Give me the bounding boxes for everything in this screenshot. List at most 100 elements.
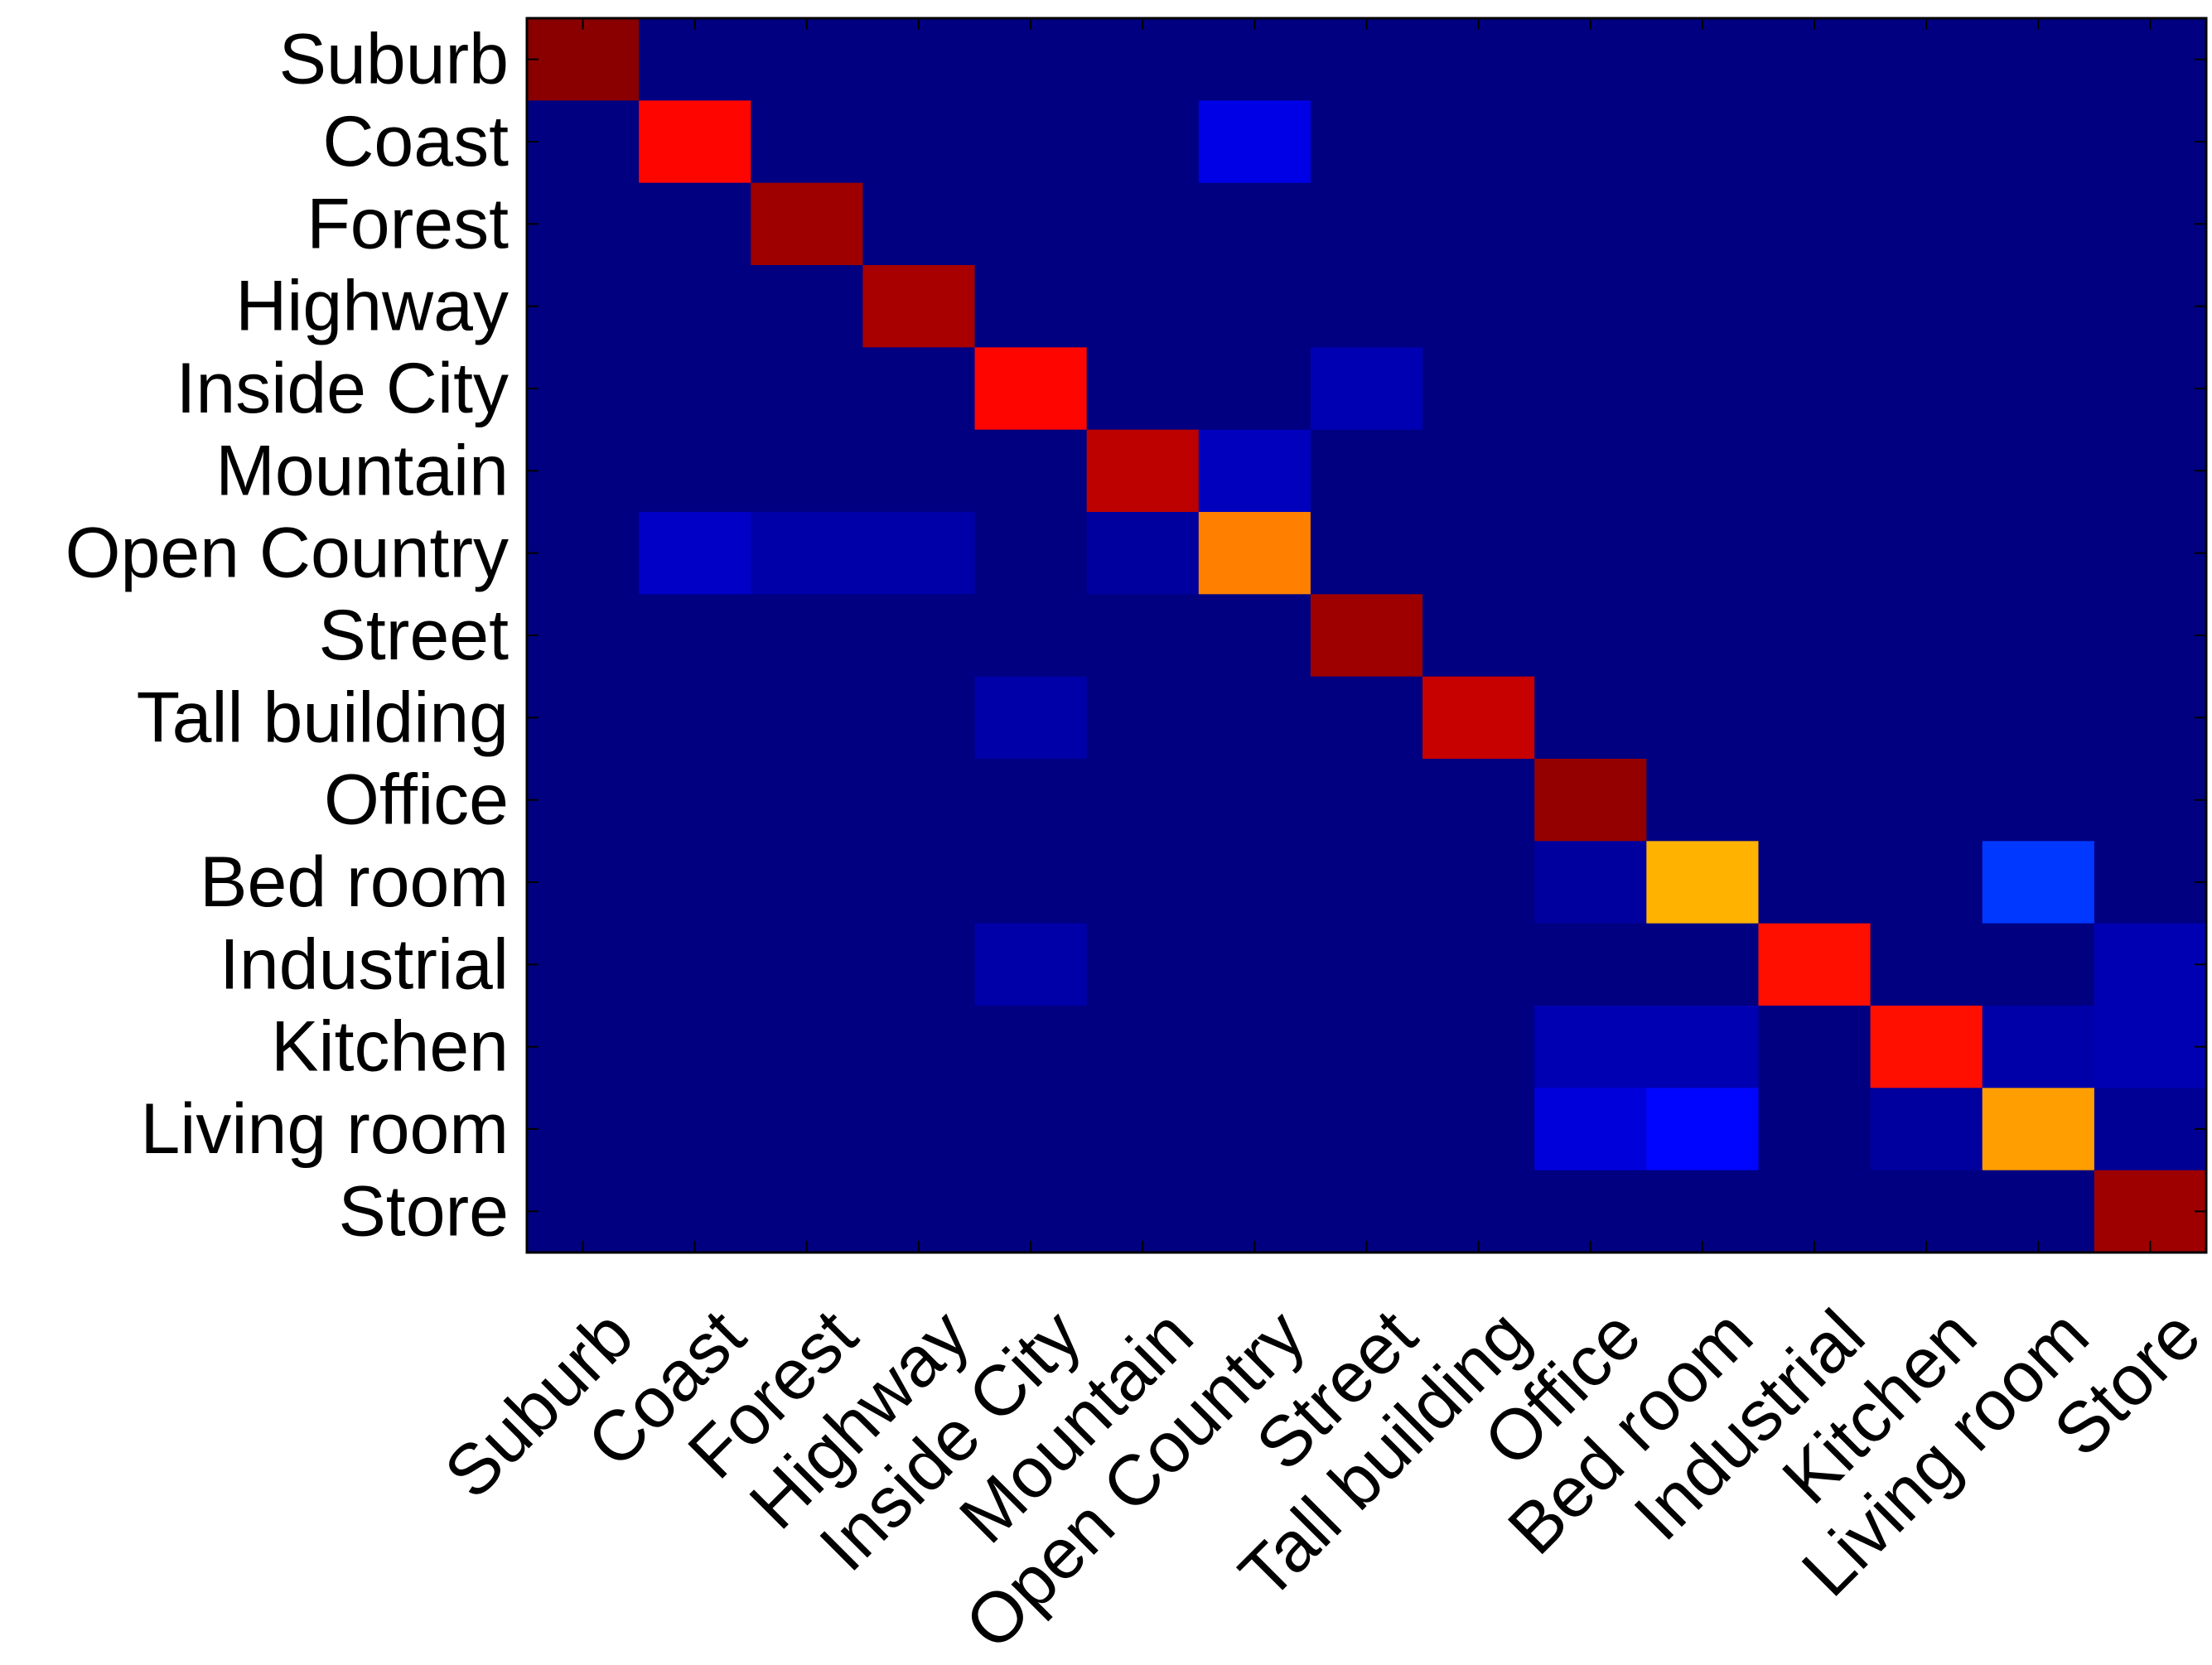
cell-forest-tall-building xyxy=(1422,182,1535,266)
cell-highway-mountain xyxy=(1086,265,1200,348)
cell-forest-highway xyxy=(862,182,976,266)
cell-kitchen-inside-city xyxy=(974,1006,1088,1088)
cell-store-open-country xyxy=(1198,1170,1311,1253)
cell-inside-city-forest xyxy=(751,347,863,431)
cell-street-living-room xyxy=(1982,594,2095,678)
cell-highway-street xyxy=(1310,265,1423,348)
cell-store-street xyxy=(1310,1170,1423,1253)
cell-store-highway xyxy=(862,1170,976,1253)
cell-kitchen-forest xyxy=(751,1006,863,1088)
cell-mountain-street xyxy=(1310,429,1423,513)
cell-store-bed-room xyxy=(1646,1170,1760,1253)
cell-street-bed-room xyxy=(1646,594,1760,678)
cell-highway-forest xyxy=(751,265,863,348)
y-tick-label-tall-building: Tall building xyxy=(137,678,509,757)
cell-living-room-bed-room xyxy=(1646,1088,1760,1171)
cell-street-suburb xyxy=(527,594,640,678)
y-tick-label-highway: Highway xyxy=(235,267,509,346)
cell-street-kitchen xyxy=(1870,594,1983,678)
cell-open-country-bed-room xyxy=(1646,512,1760,595)
cell-inside-city-coast xyxy=(639,347,751,431)
cell-forest-living-room xyxy=(1982,182,2095,266)
cell-industrial-store xyxy=(2094,923,2207,1006)
cell-living-room-forest xyxy=(751,1088,863,1171)
cell-tall-building-tall-building xyxy=(1422,676,1535,760)
cell-living-room-street xyxy=(1310,1088,1423,1171)
cell-industrial-office xyxy=(1534,923,1647,1006)
cell-mountain-industrial xyxy=(1758,429,1872,513)
cell-store-forest xyxy=(751,1170,863,1253)
cell-kitchen-coast xyxy=(639,1006,751,1088)
cell-forest-office xyxy=(1534,182,1647,266)
cell-store-living-room xyxy=(1982,1170,2095,1253)
cell-open-country-forest xyxy=(751,512,863,595)
cell-store-inside-city xyxy=(974,1170,1088,1253)
cell-suburb-living-room xyxy=(1982,18,2095,101)
cell-bed-room-tall-building xyxy=(1422,841,1535,924)
cell-street-tall-building xyxy=(1422,594,1535,678)
cell-forest-store xyxy=(2094,182,2207,266)
y-tick-label-open-country: Open Country xyxy=(65,514,509,593)
cell-inside-city-store xyxy=(2094,347,2207,431)
cell-bed-room-street xyxy=(1310,841,1423,924)
cell-highway-office xyxy=(1534,265,1647,348)
cell-inside-city-bed-room xyxy=(1646,347,1760,431)
cell-industrial-kitchen xyxy=(1870,923,1983,1006)
cell-inside-city-open-country xyxy=(1198,347,1311,431)
cell-store-tall-building xyxy=(1422,1170,1535,1253)
cell-bed-room-industrial xyxy=(1758,841,1872,924)
cell-suburb-open-country xyxy=(1198,18,1311,101)
cell-highway-suburb xyxy=(527,265,640,348)
cell-suburb-inside-city xyxy=(974,18,1088,101)
cell-tall-building-open-country xyxy=(1198,676,1311,760)
heatmap-cells xyxy=(527,18,2207,1253)
cell-highway-store xyxy=(2094,265,2207,348)
y-tick-label-industrial: Industrial xyxy=(220,924,509,1004)
cell-office-kitchen xyxy=(1870,759,1983,842)
cell-open-country-inside-city xyxy=(974,512,1088,595)
cell-suburb-suburb xyxy=(527,18,640,101)
cell-living-room-open-country xyxy=(1198,1088,1311,1171)
cell-inside-city-street xyxy=(1310,347,1423,431)
cell-open-country-kitchen xyxy=(1870,512,1983,595)
cell-coast-office xyxy=(1534,100,1647,184)
cell-highway-bed-room xyxy=(1646,265,1760,348)
cell-kitchen-tall-building xyxy=(1422,1006,1535,1088)
cell-tall-building-store xyxy=(2094,676,2207,760)
cell-suburb-tall-building xyxy=(1422,18,1535,101)
cell-open-country-store xyxy=(2094,512,2207,595)
cell-kitchen-kitchen xyxy=(1870,1006,1983,1088)
y-tick-label-bed-room: Bed room xyxy=(200,842,509,922)
cell-inside-city-living-room xyxy=(1982,347,2095,431)
cell-open-country-mountain xyxy=(1086,512,1200,595)
cell-open-country-industrial xyxy=(1758,512,1872,595)
cell-living-room-inside-city xyxy=(974,1088,1088,1171)
cell-bed-room-office xyxy=(1534,841,1647,924)
cell-inside-city-inside-city xyxy=(974,347,1088,431)
cell-inside-city-mountain xyxy=(1086,347,1200,431)
cell-mountain-bed-room xyxy=(1646,429,1760,513)
cell-kitchen-street xyxy=(1310,1006,1423,1088)
cell-inside-city-highway xyxy=(862,347,976,431)
cell-coast-tall-building xyxy=(1422,100,1535,184)
cell-kitchen-bed-room xyxy=(1646,1006,1760,1088)
cell-store-coast xyxy=(639,1170,751,1253)
cell-street-mountain xyxy=(1086,594,1200,678)
cell-open-country-living-room xyxy=(1982,512,2095,595)
cell-office-tall-building xyxy=(1422,759,1535,842)
cell-store-kitchen xyxy=(1870,1170,1983,1253)
cell-coast-industrial xyxy=(1758,100,1872,184)
cell-bed-room-mountain xyxy=(1086,841,1200,924)
cell-forest-open-country xyxy=(1198,182,1311,266)
cell-highway-inside-city xyxy=(974,265,1088,348)
cell-tall-building-forest xyxy=(751,676,863,760)
cell-coast-suburb xyxy=(527,100,640,184)
cell-open-country-open-country xyxy=(1198,512,1311,595)
cell-street-industrial xyxy=(1758,594,1872,678)
cell-forest-kitchen xyxy=(1870,182,1983,266)
cell-forest-industrial xyxy=(1758,182,1872,266)
axis-ticks xyxy=(527,18,2206,1252)
